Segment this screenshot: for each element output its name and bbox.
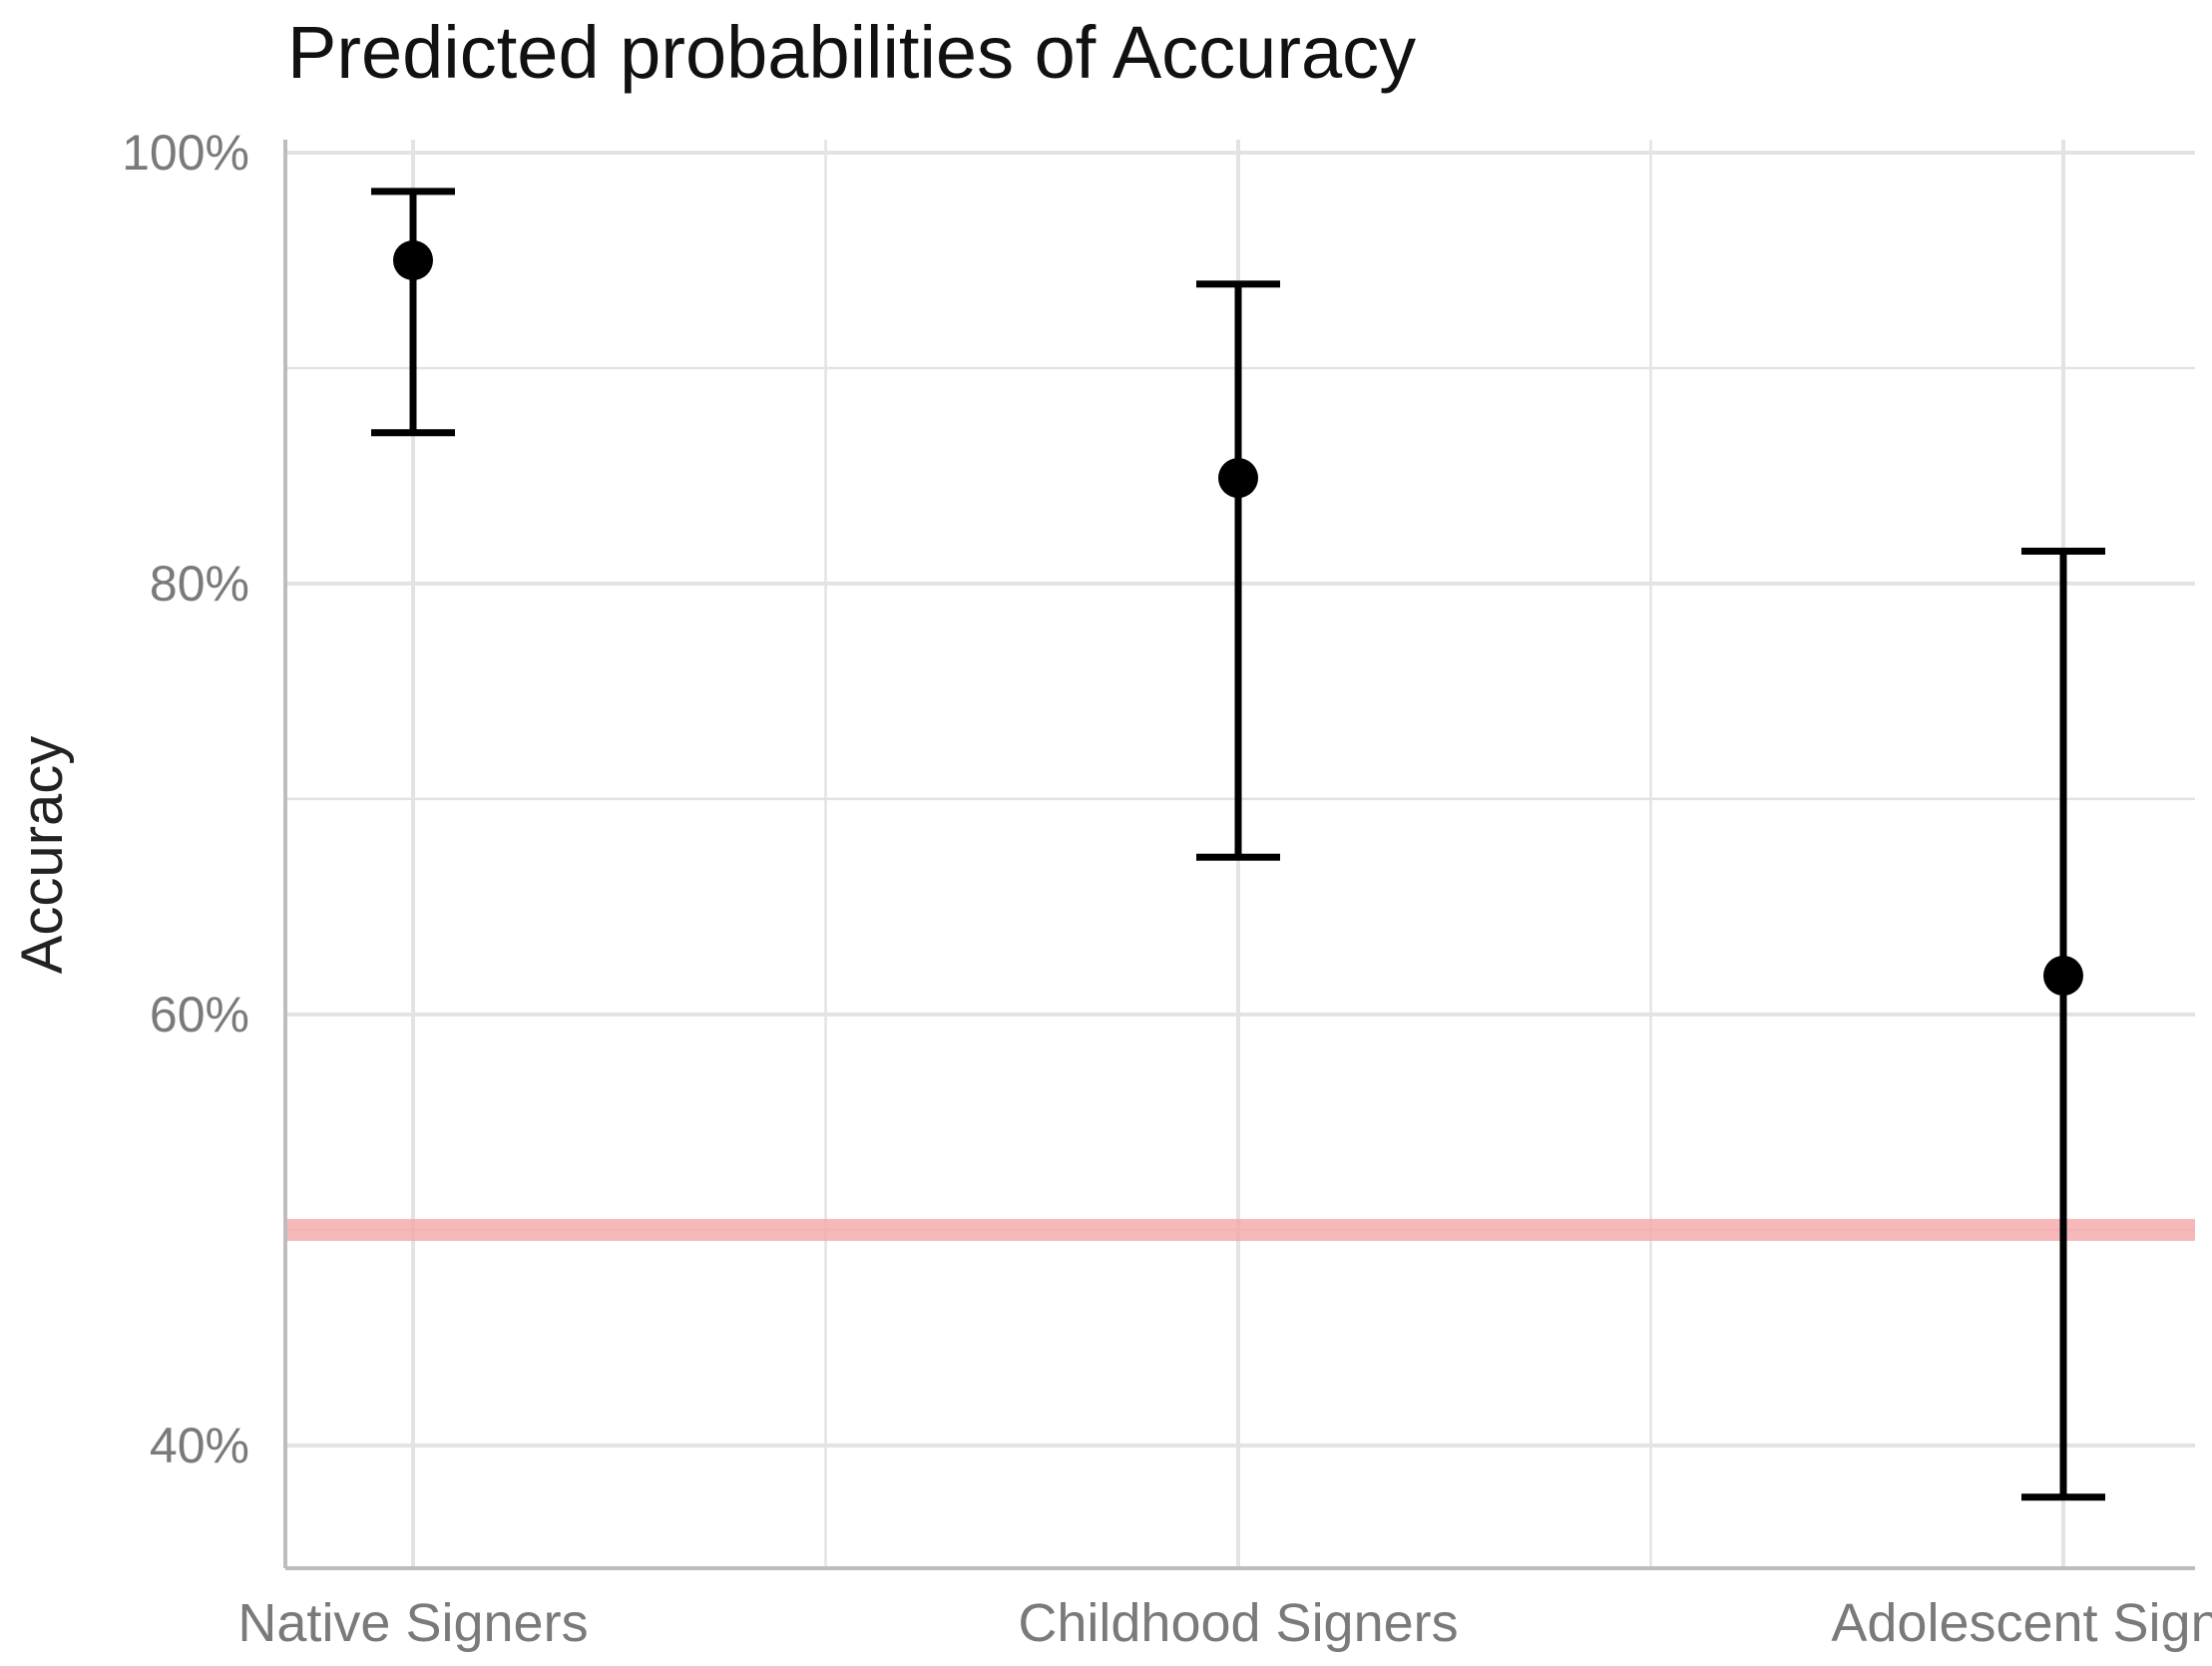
point-estimate [1218, 458, 1258, 499]
error-bar-marks [371, 188, 2105, 1501]
point-estimate [2043, 956, 2083, 997]
axes [283, 140, 2195, 1570]
y-axis-label: Accuracy [10, 736, 75, 975]
y-tick-label: 100% [122, 125, 249, 181]
point-estimate [393, 239, 433, 280]
chart-title: Predicted probabilities of Accuracy [287, 11, 1416, 94]
x-tick-label: Native Signers [237, 1593, 588, 1653]
y-tick-label: 60% [150, 987, 249, 1042]
x-tick-label: Childhood Signers [1018, 1593, 1458, 1653]
x-tick-labels: Native Signers Childhood Signers Adolescen… [237, 1593, 2212, 1653]
y-tick-label: 40% [150, 1418, 249, 1473]
y-tick-labels: 40% 60% 80% 100% [122, 125, 249, 1473]
x-tick-label: Adolescent Signers [1831, 1593, 2212, 1653]
y-tick-label: 80% [150, 556, 249, 612]
